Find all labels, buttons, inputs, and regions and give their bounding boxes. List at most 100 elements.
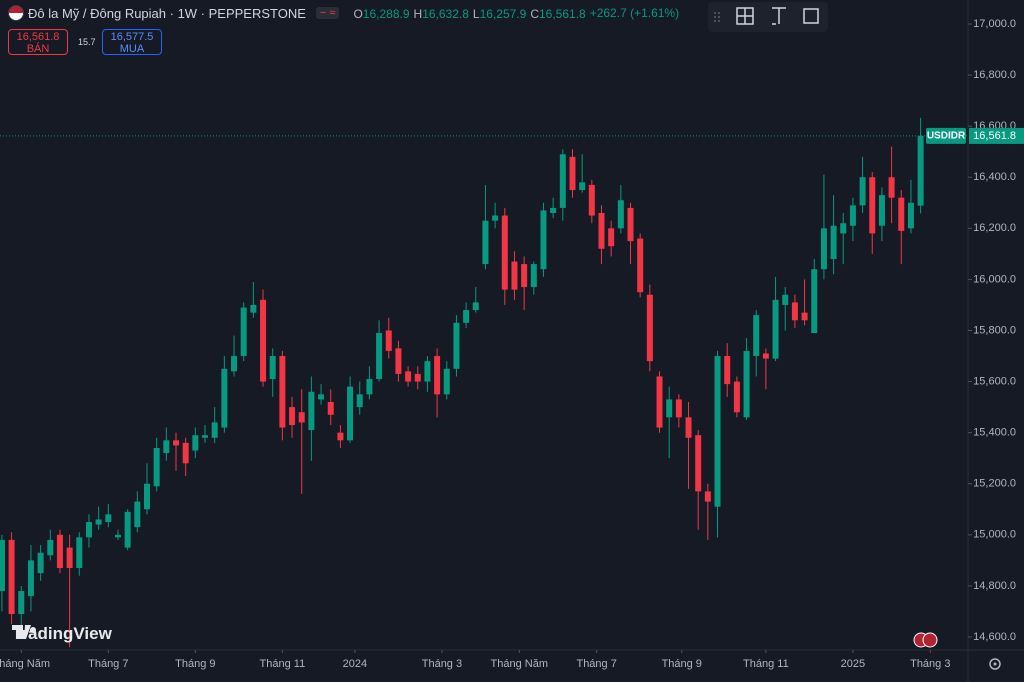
candle-body: [782, 294, 789, 305]
candle-body: [18, 591, 25, 614]
candle-body: [76, 537, 83, 569]
candle-body: [646, 294, 653, 362]
buy-price: 16,577.5: [110, 31, 154, 43]
candle-body: [260, 299, 267, 382]
candle-body: [327, 402, 334, 415]
x-tick-label: Tháng 9: [175, 658, 215, 670]
y-tick-label: 15,600.0: [973, 375, 1016, 387]
legend-bar: Đô la Mỹ / Đông Rupiah · 1W · PEPPERSTON…: [8, 5, 679, 21]
candle-body: [105, 514, 112, 523]
symbol-flag: [8, 5, 24, 21]
sell-label: BÁN: [26, 43, 50, 55]
candle-body: [240, 307, 247, 357]
change: +262.7 (+1.61%): [589, 6, 680, 20]
event-flag: [922, 632, 938, 648]
candle-body: [511, 261, 518, 290]
candle-body: [907, 202, 914, 229]
y-tick-label: 16,000.0: [973, 273, 1016, 285]
x-tick-label: Tháng 3: [422, 658, 462, 670]
symbol-tag: [926, 127, 966, 144]
y-tick-label: 15,200.0: [973, 478, 1016, 490]
ohlc-key: L: [472, 6, 480, 21]
candle-body: [627, 207, 634, 242]
candle-body: [840, 223, 847, 234]
candle-body: [221, 368, 228, 428]
tool-zoom[interactable]: [803, 8, 819, 24]
candle-body: [820, 228, 827, 270]
y-tick-label: 16,800.0: [973, 69, 1016, 81]
candle-body: [675, 399, 682, 418]
y-tick-label: 14,600.0: [973, 631, 1016, 643]
ohlc-key: H: [413, 6, 423, 21]
candle-body: [250, 304, 257, 313]
candle-body: [579, 182, 586, 191]
candle-body: [163, 440, 170, 454]
buy-label: MUA: [119, 43, 145, 55]
candle-body: [666, 399, 673, 418]
candle-body: [791, 302, 798, 321]
candle-body: [898, 197, 905, 231]
candle-body: [202, 435, 209, 438]
candle-body: [337, 432, 344, 441]
candle-body: [192, 435, 199, 451]
price-tag-text: 16,561.8: [973, 130, 1016, 142]
legend-toggle[interactable]: − ≈: [315, 7, 340, 19]
buy-button[interactable]: 16,577.5 MUA: [102, 29, 162, 55]
candle-body: [231, 356, 238, 372]
spread: 15.7: [78, 37, 96, 47]
settings-ring: [989, 658, 1001, 670]
candle-body: [443, 368, 450, 395]
logo-icon: [12, 625, 37, 639]
candle-body: [917, 135, 924, 206]
candle-body: [714, 356, 721, 507]
sell-button[interactable]: 16,561.8 BÁN: [8, 29, 68, 55]
candle-body: [521, 264, 528, 288]
candle-body: [37, 552, 44, 574]
candle-body: [173, 440, 179, 446]
candle-body: [463, 310, 470, 323]
candle-body: [888, 177, 895, 198]
candle-body: [492, 215, 499, 221]
settings-hub: [993, 662, 997, 666]
candle-body: [424, 361, 431, 382]
symbol-title[interactable]: Đô la Mỹ / Đông Rupiah · 1W · PEPPERSTON…: [28, 5, 306, 21]
ohlc-value: 16,257.9: [479, 6, 527, 21]
y-tick-label: 16,400.0: [973, 171, 1016, 183]
candle-body: [114, 534, 121, 538]
candle-body: [530, 264, 537, 288]
candle-body: [811, 269, 818, 334]
candle-body: [66, 547, 73, 569]
candle-body: [434, 356, 441, 395]
drawing-toolbar: [708, 2, 828, 32]
y-tick-label: 15,800.0: [973, 324, 1016, 336]
candle-body: [298, 412, 305, 423]
candle-body: [95, 519, 102, 525]
ohlc-key: C: [530, 6, 539, 21]
candle-body: [685, 417, 692, 438]
candle-body: [385, 330, 392, 351]
candle-body: [143, 483, 150, 510]
candle-body: [501, 215, 508, 290]
candle-body: [733, 381, 740, 413]
candle-body: [47, 539, 54, 556]
settings-icon[interactable]: [989, 658, 1001, 670]
candle-body: [153, 447, 160, 487]
candle-body: [849, 205, 856, 226]
candle-body: [772, 299, 779, 359]
x-tick-label: 2025: [841, 658, 865, 670]
candle-body: [724, 356, 731, 385]
candle-body: [414, 373, 421, 382]
candle-body: [8, 539, 15, 614]
x-tick-label: Tháng 11: [260, 658, 306, 670]
toolbar-icons: [714, 7, 819, 25]
ohlc-value: 16,288.9: [362, 6, 410, 21]
candle-body: [637, 238, 644, 293]
candle-body: [405, 371, 412, 382]
candle-body: [347, 386, 354, 441]
x-axis: Tháng Năm Tháng 7 Tháng 9 Tháng 11 2024 Tháng…: [0, 650, 950, 670]
candle-body: [482, 220, 489, 265]
y-tick-label: 15,000.0: [973, 529, 1016, 541]
